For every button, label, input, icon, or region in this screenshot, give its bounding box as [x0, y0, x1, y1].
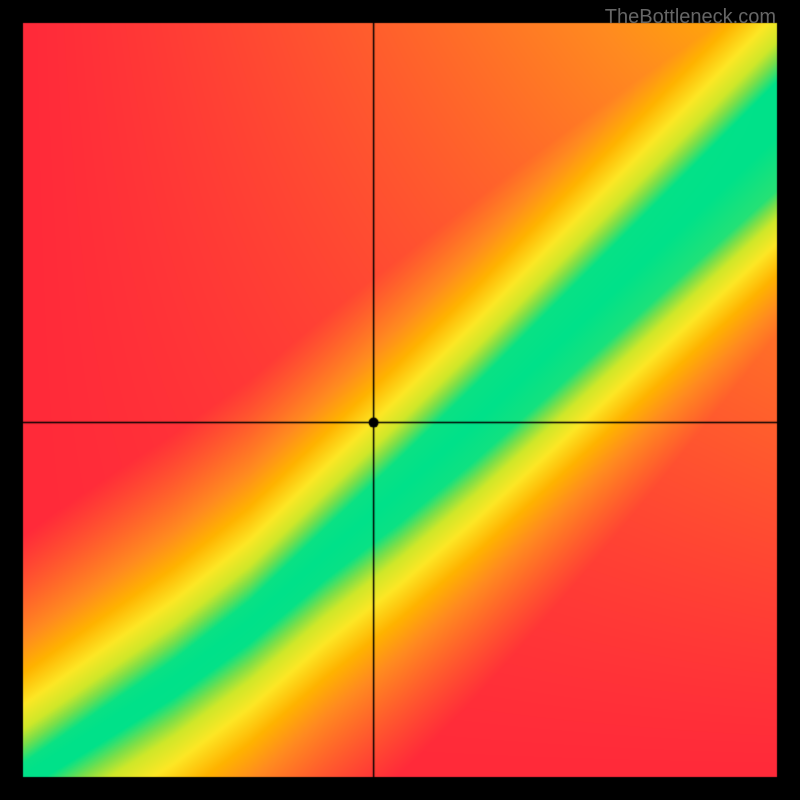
heatmap-canvas: [0, 0, 800, 800]
watermark-label: TheBottleneck.com: [605, 6, 776, 29]
chart-container: TheBottleneck.com: [0, 0, 800, 800]
